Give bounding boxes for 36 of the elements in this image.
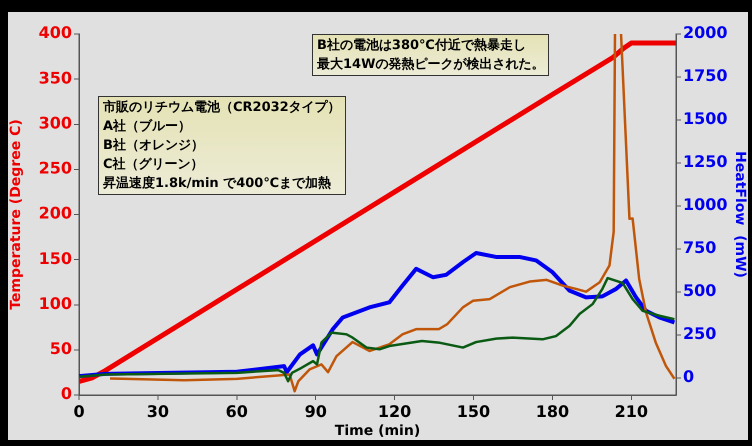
y2-tick-label: 1000 (683, 195, 728, 214)
y2-tick-label: 2000 (683, 23, 728, 42)
annotation: B社（オレンジ） (103, 137, 205, 155)
y-tick-label: 350 (38, 68, 72, 88)
annotation: A社（ブルー） (103, 118, 192, 136)
y-axis-title: Temperature (Degree C) (8, 119, 24, 310)
y-tick-label: 400 (38, 23, 72, 42)
annotation: C社（グリーン） (103, 156, 205, 174)
x-tick-label: 120 (378, 402, 412, 421)
y-tick-label: 250 (38, 158, 72, 178)
x-tick-label: 210 (614, 402, 648, 421)
annotation: 市販のリチウム電池（CR2032タイプ） (103, 98, 341, 117)
y2-tick-label: 750 (683, 238, 716, 258)
y2-tick-label: 1500 (683, 109, 728, 128)
y2-axis-title: HeatFlow (mW) (732, 151, 748, 278)
y-tick-label: 50 (50, 339, 72, 358)
y-tick-label: 150 (38, 248, 72, 268)
x-tick-label: 150 (456, 402, 490, 421)
annotation: 昇温速度1.8k/min で400℃まで加熱 (103, 174, 332, 193)
x-tick-label: 0 (73, 402, 85, 421)
y-tick-label: 0 (60, 384, 72, 404)
y2-tick-label: 500 (683, 281, 716, 300)
y-tick-label: 300 (38, 113, 72, 132)
x-tick-label: 30 (146, 402, 170, 421)
y-tick-label: 200 (38, 204, 72, 223)
y2-tick-label: 1750 (683, 66, 728, 86)
y2-tick-label: 250 (683, 324, 716, 343)
x-tick-label: 90 (304, 402, 327, 421)
x-axis-title: Time (min) (334, 423, 420, 440)
y-tick-label: 100 (38, 294, 72, 313)
y2-tick-label: 0 (683, 366, 694, 386)
x-tick-label: 60 (226, 402, 248, 421)
y2-tick-label: 1250 (683, 152, 728, 172)
annotation: B社の電池は380℃付近で熱暴走し (317, 37, 527, 55)
annotation: 最大14Wの発熱ピークが検出された。 (317, 56, 544, 74)
x-tick-label: 180 (536, 402, 570, 421)
